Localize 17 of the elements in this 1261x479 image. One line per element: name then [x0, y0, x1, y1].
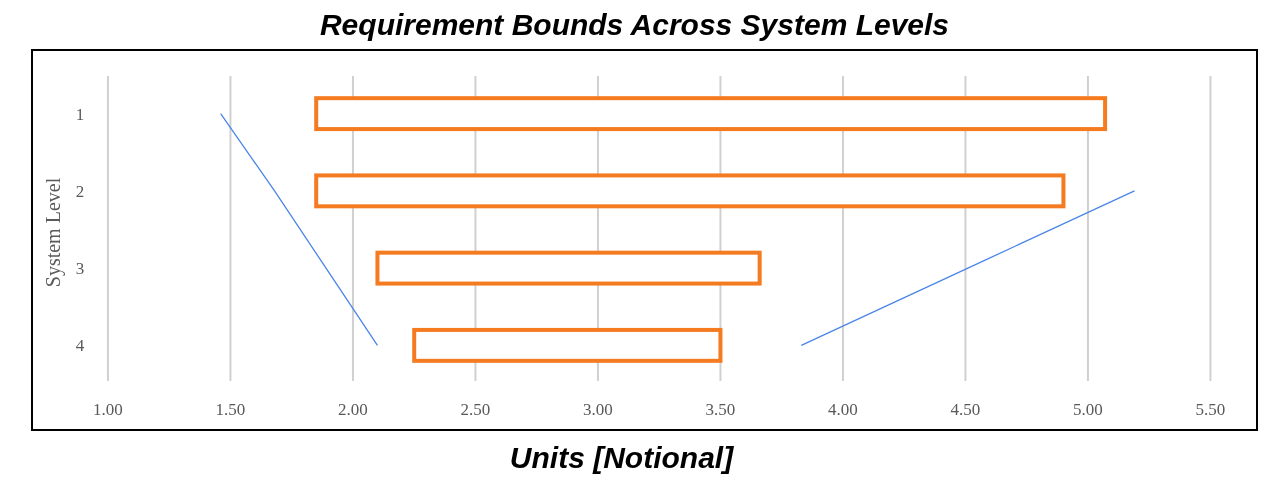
y-tick-label: 3: [75, 259, 85, 279]
x-tick-label: 5.00: [1073, 400, 1103, 419]
y-tick-label: 4: [75, 336, 85, 356]
x-axis-title: Units [Notional]: [509, 441, 735, 474]
x-tick-label: 2.00: [338, 400, 368, 419]
x-tick-label: 3.50: [705, 400, 736, 419]
x-tick-label: 1.50: [215, 400, 246, 419]
x-tick-label: 4.00: [828, 400, 858, 419]
x-tick-label: 3.00: [583, 400, 613, 419]
chart-title: Requirement Bounds Across System Levels: [319, 8, 950, 41]
x-tick-label: 5.50: [1195, 400, 1226, 419]
x-tick-label: 1.00: [93, 400, 123, 419]
y-tick-label: 1: [75, 104, 85, 124]
y-axis-title: System Level: [42, 177, 65, 288]
y-tick-label: 2: [75, 181, 85, 201]
x-tick-label: 4.50: [950, 400, 981, 419]
x-tick-label: 2.50: [460, 400, 491, 419]
